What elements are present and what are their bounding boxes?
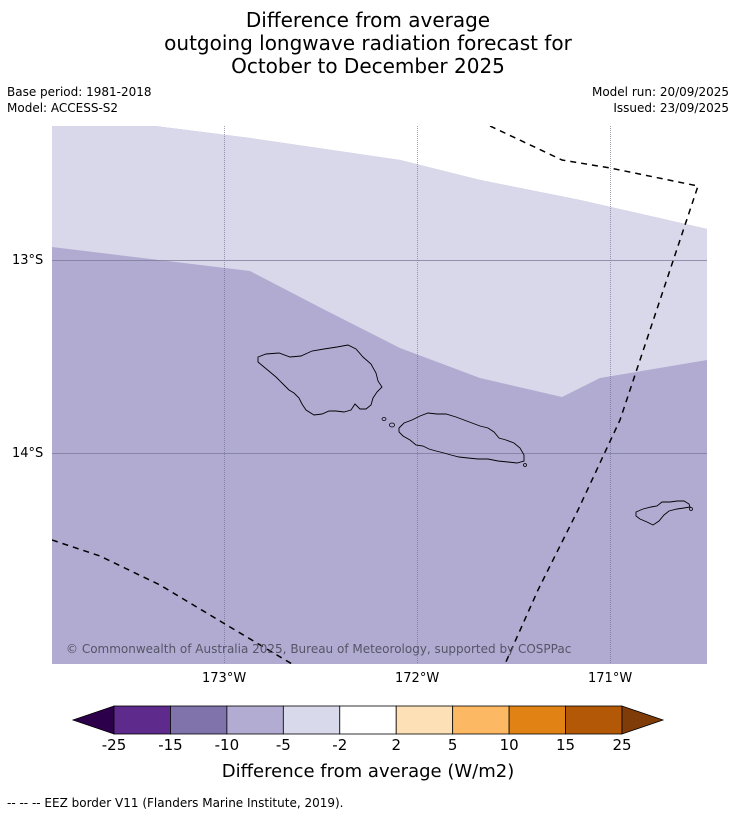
tutuila-island (635, 500, 691, 526)
title-line-3: October to December 2025 (231, 54, 505, 78)
upolu-island (398, 412, 525, 464)
savaii-island (257, 344, 383, 416)
colorbar (71, 705, 665, 735)
title-line-2: outgoing longwave radiation forecast for (164, 31, 572, 55)
apolima-islet (381, 417, 387, 421)
colorbar-tick-label: 5 (447, 736, 458, 754)
parallels (52, 260, 707, 454)
nuutele-islet (523, 463, 527, 467)
copyright-notice: © Commonwealth of Australia 2025, Bureau… (66, 642, 571, 656)
colorbar-tick-label: -25 (101, 736, 127, 754)
meta-left: Base period: 1981-2018 Model: ACCESS-S2 (7, 84, 152, 116)
colorbar-bin (282, 705, 341, 735)
colorbar-bin (226, 705, 284, 735)
colorbar-bin (113, 705, 171, 735)
colorbar-bin (565, 705, 623, 735)
base-period: Base period: 1981-2018 (7, 85, 152, 99)
colorbar-tick-label: 15 (556, 736, 576, 754)
title-line-1: Difference from average (245, 8, 491, 32)
aunuu-islet (689, 507, 693, 511)
lat-label-14s: 14°S (12, 446, 44, 461)
colorbar-tick-label: -10 (214, 736, 240, 754)
weak-negative-anomaly-band (52, 126, 707, 397)
issued-date: Issued: 23/09/2025 (613, 101, 729, 115)
colorbar-bin (170, 705, 228, 735)
lon-label-173w: 173°W (202, 671, 247, 686)
colorbar-bin (395, 705, 454, 735)
colorbar-bin (452, 705, 510, 735)
eez-border (52, 126, 699, 664)
colorbar-bin (508, 705, 566, 735)
colorbar-tick-label: -2 (332, 736, 348, 754)
neutral-anomaly-region (155, 126, 707, 229)
colorbar-tick-label: 2 (391, 736, 401, 754)
colorbar-tick-label: 25 (612, 736, 632, 754)
colorbar-extend-high (621, 705, 665, 735)
colorbar-tick-label: -5 (275, 736, 291, 754)
manono-islet (389, 422, 395, 428)
colorbar-extend-low (71, 705, 115, 735)
eez-footnote: -- -- -- EEZ border V11 (Flanders Marine… (7, 796, 344, 810)
graticule (224, 126, 611, 664)
model-name: Model: ACCESS-S2 (7, 101, 119, 115)
colorbar-bin (339, 705, 397, 735)
lon-label-172w: 172°W (395, 671, 440, 686)
eez-border-southwest (52, 539, 293, 664)
lon-label-171w: 171°W (588, 671, 633, 686)
model-run: Model run: 20/09/2025 (591, 85, 729, 99)
lat-label-13s: 13°S (12, 253, 44, 268)
colorbar-title: Difference from average (W/m2) (221, 761, 515, 782)
meta-right: Model run: 20/09/2025 Issued: 23/09/2025 (592, 84, 729, 116)
colorbar-tick-label: -15 (158, 736, 183, 754)
map-area: © Commonwealth of Australia 2025, Bureau… (52, 126, 707, 664)
colorbar-tick-label: 10 (499, 736, 519, 754)
